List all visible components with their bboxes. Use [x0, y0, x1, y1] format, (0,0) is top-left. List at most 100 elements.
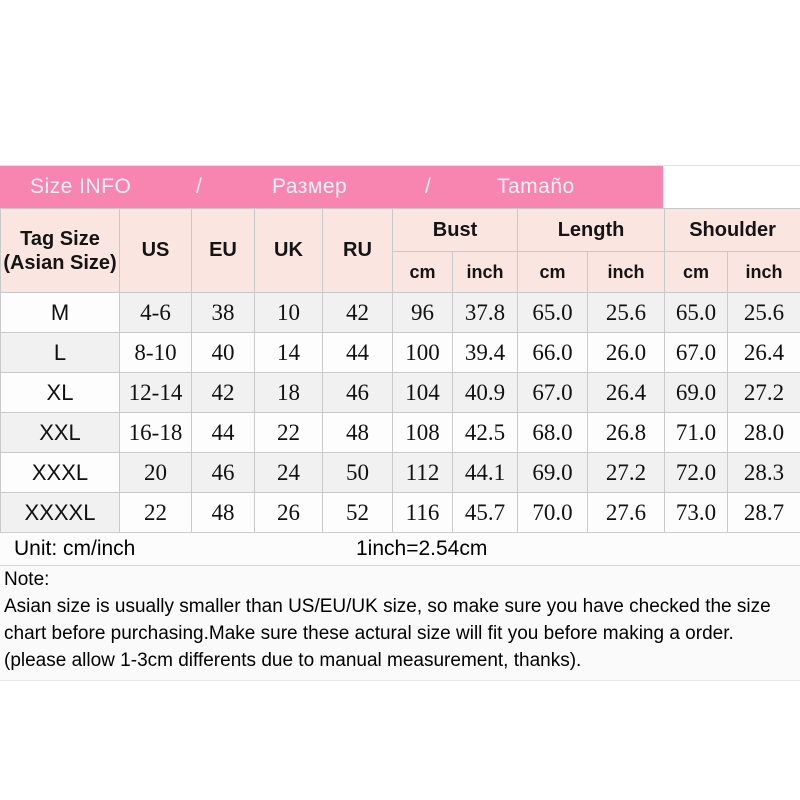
size-cell: 40.9	[451, 372, 519, 413]
size-cell: XXXL	[0, 452, 120, 493]
size-cell: 42	[322, 292, 393, 333]
size-cell: 26.8	[587, 412, 666, 453]
size-cell: 38	[191, 292, 255, 333]
size-cell: M	[0, 292, 120, 333]
size-cell: 22	[119, 492, 192, 533]
size-cell: 14	[254, 332, 323, 373]
size-cell: 10	[254, 292, 323, 333]
title-size-info: Size INFO	[30, 175, 132, 198]
size-cell: 48	[191, 492, 255, 533]
size-cell: 16-18	[119, 412, 192, 453]
header-row-units: cm inch cm inch cm inch	[1, 251, 800, 293]
size-cell: 25.6	[727, 292, 800, 333]
size-cell: 28.7	[727, 492, 800, 533]
size-cell: 45.7	[451, 492, 519, 533]
size-cell: 42.5	[451, 412, 519, 453]
size-cell: XXXXL	[0, 492, 120, 533]
size-cell: 67.0	[664, 332, 729, 373]
note-body: Asian size is usually smaller than US/EU…	[4, 596, 771, 671]
size-cell: 4-6	[119, 292, 192, 333]
group-header-shoulder: Shoulder	[664, 208, 800, 252]
table-top-border	[0, 165, 800, 166]
size-cell: 96	[392, 292, 453, 333]
table-row-m: M 4-6 38 10 42 96 37.8 65.0 25.6 65.0 25…	[0, 292, 800, 333]
size-cell: 112	[392, 452, 453, 493]
size-cell: 28.0	[727, 412, 800, 453]
size-cell: 24	[254, 452, 323, 493]
corner-header-tag-size: Tag Size (Asian Size)	[0, 208, 120, 293]
size-cell: 66.0	[517, 332, 589, 373]
size-cell: 25.6	[587, 292, 666, 333]
size-cell: 116	[392, 492, 453, 533]
size-cell: 26	[254, 492, 323, 533]
size-cell: 26.0	[587, 332, 666, 373]
size-cell: 26.4	[727, 332, 800, 373]
size-cell: L	[0, 332, 120, 373]
size-cell: 44	[322, 332, 393, 373]
size-cell: 52	[322, 492, 393, 533]
size-cell: 104	[392, 372, 453, 413]
size-cell: 69.0	[664, 372, 729, 413]
size-cell: 68.0	[517, 412, 589, 453]
note-heading: Note:	[4, 569, 50, 590]
size-cell: 73.0	[664, 492, 729, 533]
col-header-eu: EU	[191, 208, 255, 293]
size-cell: XL	[0, 372, 120, 413]
size-cell: 100	[392, 332, 453, 373]
size-cell: 27.2	[727, 372, 800, 413]
size-cell: 12-14	[119, 372, 192, 413]
unit-conversion: 1inch=2.54cm	[356, 537, 488, 560]
size-cell: 27.2	[587, 452, 666, 493]
size-cell: 26.4	[587, 372, 666, 413]
size-cell: 20	[119, 452, 192, 493]
size-cell: 44	[191, 412, 255, 453]
table-row-xl: XL 12-14 42 18 46 104 40.9 67.0 26.4 69.…	[0, 372, 800, 413]
size-cell: 39.4	[451, 332, 519, 373]
note-section: Note: Asian size is usually smaller than…	[0, 566, 800, 681]
title-separator: /	[425, 175, 432, 198]
size-cell: 8-10	[119, 332, 192, 373]
size-cell: 18	[254, 372, 323, 413]
col-header-us: US	[119, 208, 192, 293]
unit-header-length-cm: cm	[517, 251, 589, 293]
size-cell: 65.0	[664, 292, 729, 333]
title-razmer: Размер	[272, 175, 348, 198]
size-cell: 27.6	[587, 492, 666, 533]
size-cell: 40	[191, 332, 255, 373]
title-bar: Size INFO / Размер / Tamaño	[0, 166, 663, 208]
col-header-ru: RU	[322, 208, 393, 293]
unit-header-shoulder-cm: cm	[664, 251, 729, 293]
table-row-l: L 8-10 40 14 44 100 39.4 66.0 26.0 67.0 …	[0, 332, 800, 373]
size-cell: 69.0	[517, 452, 589, 493]
table-row-xxxl: XXXL 20 46 24 50 112 44.1 69.0 27.2 72.0…	[0, 452, 800, 493]
size-cell: 46	[191, 452, 255, 493]
title-tamano: Tamaño	[497, 175, 575, 198]
size-cell: 70.0	[517, 492, 589, 533]
col-header-uk: UK	[254, 208, 323, 293]
corner-header-line2: (Asian Size)	[3, 251, 117, 274]
group-header-length: Length	[517, 208, 666, 252]
size-table: Tag Size (Asian Size) US EU UK RU Bust L…	[0, 208, 800, 533]
size-cell: 46	[322, 372, 393, 413]
group-header-bust: Bust	[391, 208, 519, 252]
unit-header-length-inch: inch	[587, 251, 666, 293]
corner-header-line1: Tag Size	[20, 227, 100, 250]
unit-footer-bar: Unit: cm/inch 1inch=2.54cm	[0, 532, 800, 566]
size-cell: 65.0	[517, 292, 589, 333]
size-cell: XXL	[0, 412, 120, 453]
title-separator: /	[196, 175, 203, 198]
size-cell: 44.1	[451, 452, 519, 493]
unit-label: Unit: cm/inch	[14, 537, 136, 560]
size-cell: 28.3	[727, 452, 800, 493]
size-cell: 42	[191, 372, 255, 413]
size-cell: 50	[322, 452, 393, 493]
size-cell: 67.0	[517, 372, 589, 413]
size-cell: 22	[254, 412, 323, 453]
unit-header-shoulder-inch: inch	[727, 251, 800, 293]
size-cell: 37.8	[451, 292, 519, 333]
header-row-groups: Tag Size (Asian Size) US EU UK RU Bust L…	[0, 208, 800, 293]
size-cell: 72.0	[664, 452, 729, 493]
size-cell: 108	[392, 412, 453, 453]
size-cell: 71.0	[664, 412, 729, 453]
